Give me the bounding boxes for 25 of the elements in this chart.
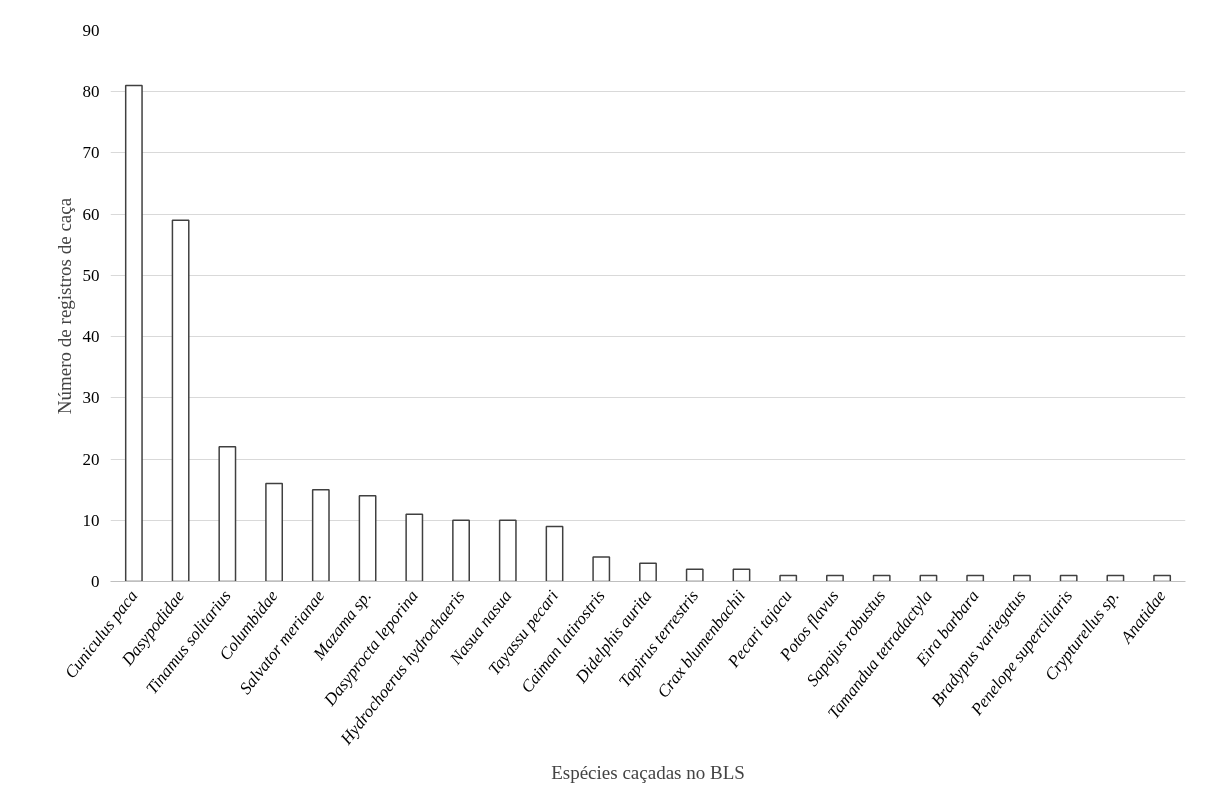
y-tick-label: 0 bbox=[91, 572, 100, 591]
bar bbox=[639, 562, 657, 582]
bar bbox=[545, 525, 564, 582]
y-tick-label: 30 bbox=[82, 388, 100, 408]
bar bbox=[124, 84, 143, 582]
y-tick-label: 50 bbox=[82, 265, 100, 285]
y-axis-title: Número de registros de caça bbox=[53, 197, 75, 415]
bar bbox=[218, 446, 237, 582]
bar bbox=[592, 556, 611, 582]
bar bbox=[265, 482, 284, 582]
y-tick-label: 10 bbox=[82, 510, 100, 530]
y-tick-label: 80 bbox=[82, 82, 100, 102]
bar bbox=[685, 568, 704, 582]
y-tick-label: 40 bbox=[82, 327, 100, 347]
bar bbox=[311, 488, 330, 582]
bar bbox=[452, 519, 470, 582]
bar bbox=[171, 219, 190, 582]
x-axis-title: Espécies caçadas no BLS bbox=[551, 761, 745, 783]
bar bbox=[405, 513, 424, 582]
y-tick-label: 90 bbox=[82, 21, 100, 40]
y-tick-label: 20 bbox=[82, 449, 100, 469]
y-tick-label: 70 bbox=[82, 143, 100, 163]
bar bbox=[358, 495, 377, 582]
y-tick-label: 60 bbox=[82, 204, 100, 224]
bar bbox=[498, 519, 517, 582]
